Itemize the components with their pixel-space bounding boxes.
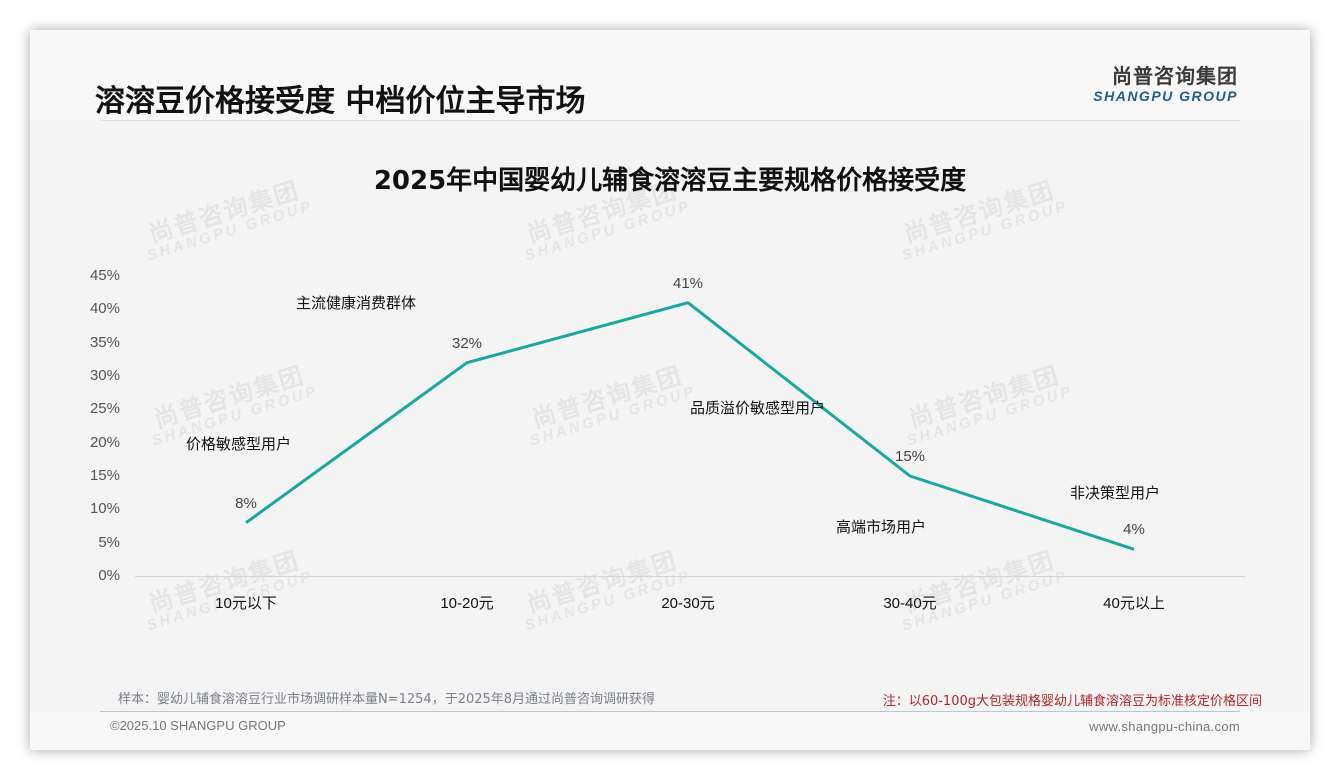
footer-divider	[100, 711, 1240, 712]
header-band	[30, 30, 1310, 120]
company-logo: 尚普咨询集团 SHANGPU GROUP	[1088, 64, 1238, 104]
segment-annotation: 非决策型用户	[1070, 484, 1161, 502]
data-label: 8%	[235, 494, 257, 512]
y-tick-label: 30%	[89, 367, 120, 384]
y-tick-label: 45%	[89, 267, 120, 284]
y-tick-label: 15%	[89, 467, 120, 484]
data-label: 15%	[894, 448, 926, 465]
logo-cn: 尚普咨询集团	[1112, 64, 1238, 88]
y-tick-label: 40%	[89, 300, 120, 318]
copyright: ©2025.10 SHANGPU GROUP	[110, 718, 286, 733]
chart-plot	[135, 301, 1245, 577]
x-tick-label: 10-20元	[440, 595, 494, 612]
series-line	[245, 301, 1135, 551]
y-tick-label: 5%	[98, 533, 120, 551]
y-tick-label: 25%	[89, 400, 120, 418]
website-link[interactable]: www.shangpu-china.com	[1089, 719, 1240, 734]
y-tick-label: 10%	[89, 500, 120, 518]
chart-title: 2025年中国婴幼儿辅食溶溶豆主要规格价格接受度	[373, 166, 967, 196]
segment-annotation: 主流健康消费群体	[296, 294, 417, 312]
slide: 溶溶豆价格接受度 中档价位主导市场 尚普咨询集团 SHANGPU GROUP 尚…	[30, 30, 1310, 750]
header-divider	[100, 120, 1240, 121]
x-tick-label: 40元以上	[1103, 595, 1165, 612]
x-tick-label: 30-40元	[883, 595, 937, 612]
y-tick-label: 0%	[98, 567, 120, 584]
data-label: 32%	[451, 334, 483, 352]
segment-annotation: 品质溢价敏感型用户	[690, 399, 826, 417]
segment-annotation: 价格敏感型用户	[186, 435, 292, 453]
segment-annotation: 高端市场用户	[836, 518, 927, 536]
sample-note: 样本：婴幼儿辅食溶溶豆行业市场调研样本量N=1254，于2025年8月通过尚普咨…	[118, 692, 656, 707]
y-tick-label: 20%	[89, 433, 120, 451]
y-tick-label: 35%	[89, 333, 120, 351]
footer-band	[30, 712, 1310, 750]
price-note: 注：以60-100g大包装规格婴幼儿辅食溶溶豆为标准核定价格区间	[882, 694, 1262, 709]
x-tick-label: 20-30元	[661, 595, 715, 612]
data-label: 41%	[672, 274, 704, 292]
logo-en: SHANGPU GROUP	[1093, 88, 1238, 104]
page-title: 溶溶豆价格接受度 中档价位主导市场	[95, 84, 586, 119]
data-label: 4%	[1123, 521, 1145, 539]
x-tick-label: 10元以下	[215, 595, 277, 612]
